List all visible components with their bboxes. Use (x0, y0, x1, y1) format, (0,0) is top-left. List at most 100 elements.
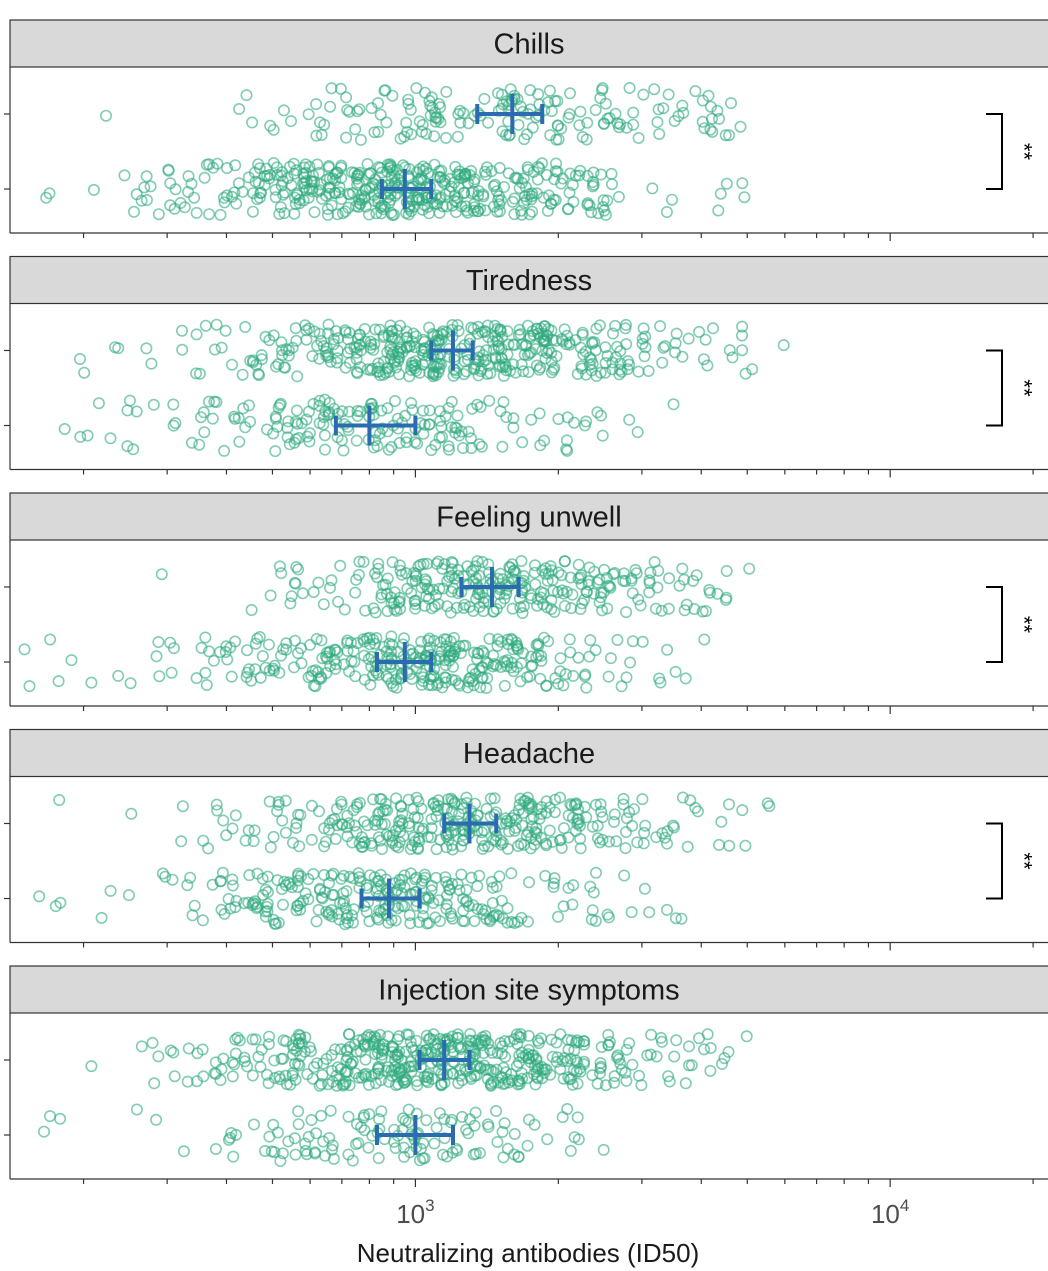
data-point (494, 1037, 507, 1050)
data-point (254, 671, 267, 684)
data-point (340, 91, 353, 104)
data-point (138, 181, 151, 194)
data-point (474, 400, 487, 413)
data-point (496, 573, 509, 586)
data-point (412, 191, 425, 204)
data-point (494, 405, 507, 418)
data-point (637, 322, 650, 335)
data-point (285, 590, 298, 603)
data-point (268, 917, 281, 930)
data-point (522, 876, 535, 889)
data-point (247, 835, 260, 848)
data-point (637, 88, 650, 101)
data-point (220, 829, 233, 842)
data-point (233, 103, 246, 116)
data-point (408, 811, 421, 824)
data-point (642, 364, 655, 377)
data-point (206, 412, 219, 425)
data-point (675, 912, 688, 925)
data-point (556, 1111, 569, 1124)
data-point (553, 791, 566, 804)
data-point (368, 1030, 381, 1043)
data-point (522, 1113, 535, 1126)
data-point (552, 677, 565, 690)
data-point (682, 1040, 695, 1053)
data-point (292, 1118, 305, 1131)
data-point (299, 887, 312, 900)
data-point (303, 1041, 316, 1054)
data-point (305, 833, 318, 846)
data-point (270, 161, 283, 174)
data-point (428, 130, 441, 143)
data-point (373, 1113, 386, 1126)
data-point (229, 1033, 242, 1046)
data-point (525, 592, 538, 605)
data-point (496, 1072, 509, 1085)
data-point (583, 358, 596, 371)
data-point (619, 1066, 632, 1079)
data-point (388, 586, 401, 599)
data-point (412, 560, 425, 573)
data-point (369, 323, 382, 336)
data-point (525, 831, 538, 844)
data-point (399, 1062, 412, 1075)
data-point (593, 319, 606, 332)
data-point (668, 346, 681, 359)
data-point (155, 568, 168, 581)
data-point (206, 878, 219, 891)
data-point (202, 842, 215, 855)
data-point (390, 324, 403, 337)
data-point (128, 205, 141, 218)
data-point (362, 1141, 375, 1154)
data-point (324, 181, 337, 194)
data-point (262, 1077, 275, 1090)
data-point (434, 636, 447, 649)
data-point (252, 367, 265, 380)
data-point (649, 602, 662, 615)
data-point (651, 581, 664, 594)
data-point (627, 106, 640, 119)
data-point (608, 1070, 621, 1083)
data-point (248, 824, 261, 837)
data-point (95, 911, 108, 924)
data-point (580, 585, 593, 598)
data-point (574, 842, 587, 855)
data-point (508, 1128, 521, 1141)
data-point (176, 343, 189, 356)
data-point (382, 443, 395, 456)
data-point (473, 664, 486, 677)
data-point (357, 1111, 370, 1124)
data-point (499, 812, 512, 825)
data-point (290, 187, 303, 200)
strip-title: Headache (463, 738, 595, 770)
data-point (310, 98, 323, 111)
data-point (450, 366, 463, 379)
data-point (380, 645, 393, 658)
data-point (595, 1041, 608, 1054)
data-point (315, 1077, 328, 1090)
data-point (208, 343, 221, 356)
data-point (256, 650, 269, 663)
strip-title: Injection site symptoms (378, 975, 679, 1007)
data-point (251, 900, 264, 913)
data-point (339, 324, 352, 337)
data-point (313, 394, 326, 407)
data-point (218, 444, 231, 457)
data-point (611, 340, 624, 353)
data-point (260, 423, 273, 436)
data-point (657, 102, 670, 115)
data-point (275, 882, 288, 895)
data-point (467, 1148, 480, 1161)
data-point (547, 877, 560, 890)
data-point (501, 654, 514, 667)
significance-bracket: ** (986, 585, 1037, 664)
data-point (476, 834, 489, 847)
data-point (524, 346, 537, 359)
data-point (519, 181, 532, 194)
data-point (410, 871, 423, 884)
data-point (144, 180, 157, 193)
data-point (435, 420, 448, 433)
data-point (648, 555, 661, 568)
data-point (352, 1071, 365, 1084)
data-point (614, 363, 627, 376)
